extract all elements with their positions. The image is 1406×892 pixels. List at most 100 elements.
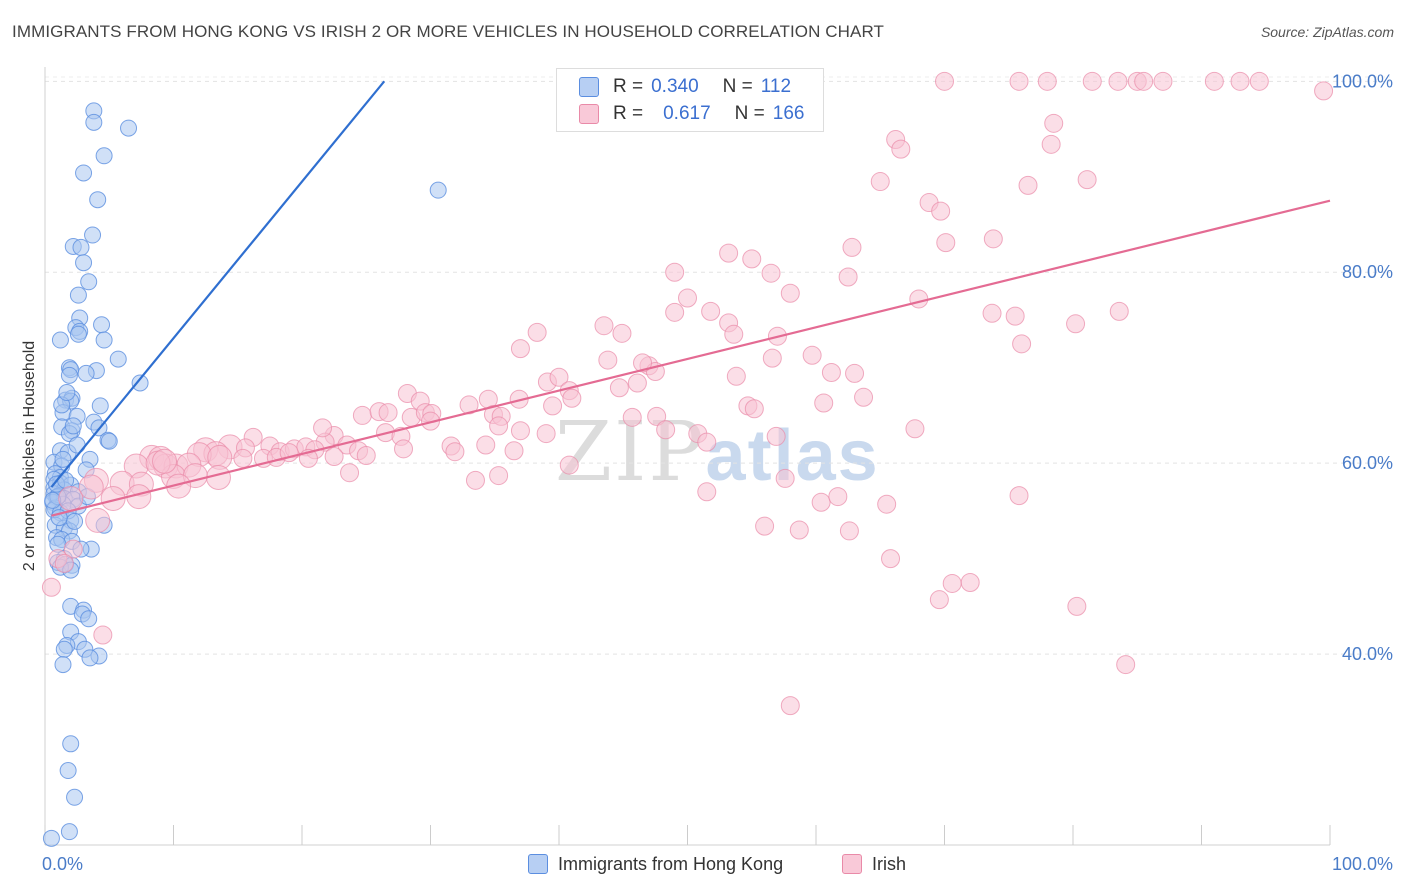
hong-kong-point	[62, 735, 80, 753]
hong-kong-point	[93, 316, 111, 334]
bottom-legend-label: Immigrants from Hong Kong	[558, 853, 784, 874]
stats-legend: R = 0.340 N = 112 R = 0.617 N = 166	[556, 68, 824, 132]
legend-r-label: R =	[613, 103, 644, 124]
irish-point	[476, 435, 496, 455]
hong-kong-point	[85, 113, 103, 131]
irish-point	[726, 366, 746, 386]
irish-point	[85, 507, 111, 533]
hong-kong-point	[120, 119, 138, 137]
hong-kong-point	[60, 823, 78, 841]
irish-point	[665, 302, 685, 322]
irish-point	[1153, 71, 1173, 91]
hong-kong-point	[66, 512, 84, 530]
irish-point	[891, 139, 911, 159]
irish-point	[755, 516, 775, 536]
irish-point	[647, 406, 667, 426]
irish-point	[459, 395, 479, 415]
irish-point	[445, 442, 465, 462]
irish-point	[313, 418, 333, 438]
irish-point	[909, 289, 929, 309]
hong-kong-point	[89, 191, 107, 209]
irish-point	[1018, 175, 1038, 195]
irish-point	[905, 419, 925, 439]
legend-n-value: 112	[760, 76, 792, 97]
hong-kong-point	[100, 432, 118, 450]
hong-kong-point	[54, 656, 72, 674]
irish-point	[612, 323, 632, 343]
irish-point	[58, 485, 84, 511]
irish-point	[1314, 81, 1334, 101]
irish-point	[543, 396, 563, 416]
hong-kong-point	[51, 331, 69, 349]
irish-point	[960, 572, 980, 592]
irish-point	[982, 303, 1002, 323]
bottom-legend-hong-kong: Immigrants from Hong Kong	[528, 850, 783, 878]
legend-swatch-pink	[579, 104, 599, 124]
legend-row-irish: R = 0.617 N = 166	[579, 102, 804, 126]
irish-point	[1082, 71, 1102, 91]
hong-kong-point	[81, 649, 99, 667]
tick-labels: 40.0% 60.0% 80.0% 100.0% 0.0% 100.0%	[42, 71, 1393, 874]
irish-point	[1009, 486, 1029, 506]
irish-point	[78, 474, 104, 500]
legend-r-value: 0.340	[651, 76, 699, 97]
irish-point	[942, 573, 962, 593]
irish-point	[789, 520, 809, 540]
legend-n-label: N =	[722, 76, 753, 97]
irish-point	[1204, 71, 1224, 91]
irish-point	[627, 373, 647, 393]
irish-point	[821, 362, 841, 382]
hong-kong-point	[84, 226, 102, 244]
irish-point	[983, 229, 1003, 249]
irish-point	[54, 553, 74, 573]
hong-kong-point	[91, 397, 109, 415]
bottom-legend-swatch-blue	[528, 854, 548, 874]
irish-point	[536, 424, 556, 444]
irish-point	[562, 388, 582, 408]
irish-point	[41, 577, 61, 597]
irish-point	[559, 455, 579, 475]
irish-point	[510, 339, 530, 359]
series-hong-kong	[42, 102, 447, 847]
irish-point	[811, 492, 831, 512]
hong-kong-point	[72, 238, 90, 256]
series-irish	[41, 71, 1334, 716]
hong-kong-trend-line	[50, 80, 386, 488]
legend-row-hong-kong: R = 0.340 N = 112	[579, 75, 791, 99]
irish-point	[744, 399, 764, 419]
irish-point	[166, 473, 192, 499]
irish-point	[678, 288, 697, 308]
irish-point	[633, 353, 653, 373]
y-tick-label: 40.0%	[1342, 644, 1393, 664]
hong-kong-point	[64, 417, 82, 435]
irish-point	[489, 466, 509, 486]
irish-point	[510, 421, 530, 441]
legend-n-label: N =	[734, 103, 765, 124]
irish-point	[1037, 71, 1057, 91]
irish-point	[233, 448, 253, 468]
x-tick-label: 100.0%	[1332, 854, 1393, 874]
hong-kong-point	[131, 374, 149, 392]
irish-point	[1012, 334, 1032, 354]
y-tick-label: 100.0%	[1332, 71, 1393, 91]
grid-lines	[45, 76, 1390, 655]
irish-point	[854, 387, 874, 407]
irish-point	[1249, 71, 1269, 91]
hong-kong-point	[429, 181, 447, 199]
irish-point	[394, 439, 414, 459]
irish-point	[1109, 301, 1129, 321]
irish-point	[842, 237, 862, 257]
irish-point	[1041, 134, 1061, 154]
irish-point	[931, 201, 951, 221]
trend-lines	[50, 80, 1331, 517]
hong-kong-point	[60, 366, 78, 384]
y-axis-title: 2 or more Vehicles in Household	[21, 341, 38, 571]
legend-r-label: R =	[613, 76, 644, 97]
hong-kong-point	[95, 147, 113, 165]
irish-point	[780, 283, 800, 303]
irish-point	[549, 367, 569, 387]
irish-point	[724, 324, 744, 344]
irish-point	[609, 378, 629, 398]
hong-kong-point	[68, 436, 86, 454]
irish-point	[719, 243, 739, 263]
